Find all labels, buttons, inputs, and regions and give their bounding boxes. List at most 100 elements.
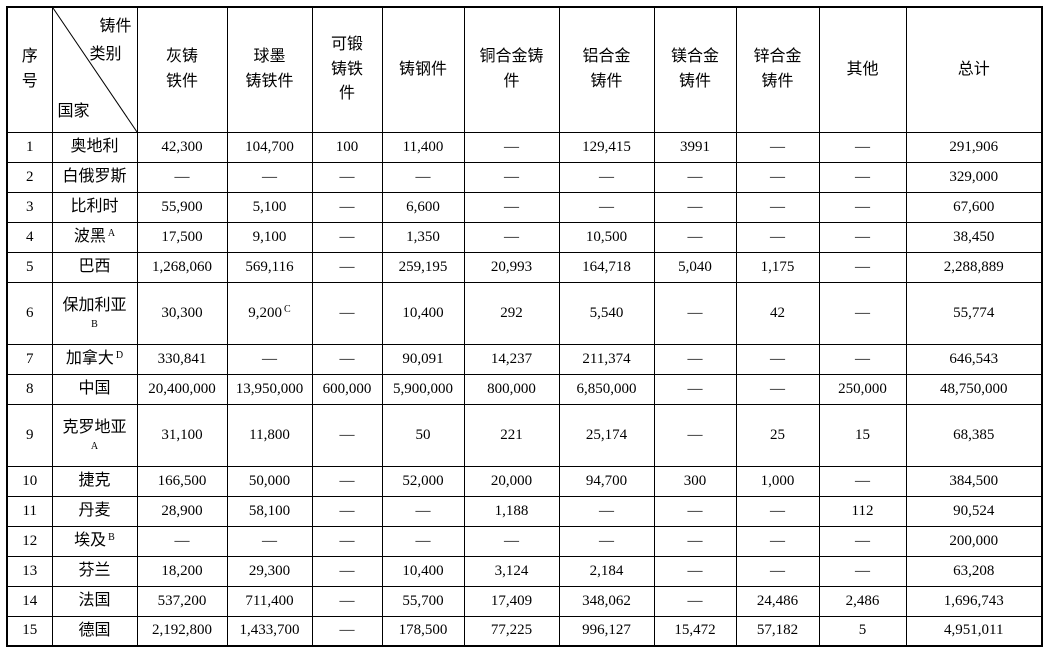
country-cell: 捷克 xyxy=(51,465,138,497)
value-cell: 94,700 xyxy=(558,465,655,497)
value-cell: 50 xyxy=(381,403,465,467)
value-cell: — xyxy=(311,585,383,617)
value-cell: 100 xyxy=(311,131,383,163)
row-number-cell: 12 xyxy=(6,525,53,557)
value-cell: 50,000 xyxy=(226,465,313,497)
value-cell: — xyxy=(463,161,560,193)
value-cell: — xyxy=(226,525,313,557)
value-cell: — xyxy=(735,525,820,557)
total-cell: 646,543 xyxy=(905,343,1043,375)
row-number-cell: 7 xyxy=(6,343,53,375)
table-row: 13 芬兰 18,200 29,300—10,400 3,124 2,184— — —63,2… xyxy=(6,555,1043,587)
country-cell: 比利时 xyxy=(51,191,138,223)
header-total: 总计 xyxy=(905,6,1043,133)
value-cell: — xyxy=(463,525,560,557)
value-cell: — xyxy=(463,221,560,253)
country-footnote-marker: B xyxy=(108,532,115,544)
value-cell: 348,062 xyxy=(558,585,655,617)
country-cell: 克罗地亚 A xyxy=(51,403,138,467)
table-row: 8 中国 20,400,000 13,950,000 600,000 5,900,000 8… xyxy=(6,373,1043,405)
header-other: 其他 xyxy=(818,6,907,133)
total-cell: 90,524 xyxy=(905,495,1043,527)
row-number-cell: 6 xyxy=(6,281,53,345)
country-name: 埃及 xyxy=(74,532,107,550)
value-cell: 58,100 xyxy=(226,495,313,527)
country-footnote-marker: D xyxy=(115,350,124,362)
value-cell: — xyxy=(226,343,313,375)
header-row: 序 号 铸件 类别 国家 灰铸 铁件 球墨 铸铁件 可锻 铸铁 件 铸钢件 铜合… xyxy=(6,6,1043,133)
table-row: 4 波黑 A 17,500 9,100—1,350—10,500— — —38,450 xyxy=(6,221,1043,253)
value-cell: — xyxy=(558,191,655,223)
country-footnote-marker: A xyxy=(107,228,116,240)
row-number-cell: 8 xyxy=(6,373,53,405)
value-cell: — xyxy=(653,495,737,527)
country-name: 奥地利 xyxy=(70,138,119,156)
value-cell: 292 xyxy=(463,281,560,345)
value-cell: — xyxy=(653,403,737,467)
table-row: 12 埃及 B — — — — — — — — —200,000 xyxy=(6,525,1043,557)
value-cell: — xyxy=(735,191,820,223)
country-name: 丹麦 xyxy=(78,502,111,520)
table-row: 2 白俄罗斯 — — — — — — — — —329,000 xyxy=(6,161,1043,193)
country-cell: 埃及 B xyxy=(51,525,138,557)
country-cell: 丹麦 xyxy=(51,495,138,527)
total-cell: 200,000 xyxy=(905,525,1043,557)
value-cell: — xyxy=(653,343,737,375)
table-row: 3 比利时 55,900 5,100—6,600— — — — —67,600 xyxy=(6,191,1043,223)
value-cell: — xyxy=(818,251,907,283)
header-cast-steel: 铸钢件 xyxy=(381,6,465,133)
value-cell: 9,100 xyxy=(226,221,313,253)
country-name: 巴西 xyxy=(78,258,111,276)
value-cell: 31,100 xyxy=(136,403,228,467)
value-cell: 20,400,000 xyxy=(136,373,228,405)
total-cell: 2,288,889 xyxy=(905,251,1043,283)
value-cell: 211,374 xyxy=(558,343,655,375)
value-cell: 537,200 xyxy=(136,585,228,617)
value-cell: 164,718 xyxy=(558,251,655,283)
value-cell: — xyxy=(818,131,907,163)
value-cell: — xyxy=(311,343,383,375)
value-cell: 711,400 xyxy=(226,585,313,617)
country-footnote-marker: A xyxy=(90,441,99,453)
value-cell: — xyxy=(818,281,907,345)
value-cell: — xyxy=(311,281,383,345)
country-name: 芬兰 xyxy=(78,562,111,580)
value-cell: 569,116 xyxy=(226,251,313,283)
value-cell: 221 xyxy=(463,403,560,467)
header-malleable-iron: 可锻 铸铁 件 xyxy=(311,6,383,133)
total-cell: 38,450 xyxy=(905,221,1043,253)
row-number-cell: 11 xyxy=(6,495,53,527)
value-cell: — xyxy=(735,131,820,163)
header-zinc-alloy: 锌合金 铸件 xyxy=(735,6,820,133)
value-cell: — xyxy=(818,161,907,193)
value-cell: — xyxy=(311,161,383,193)
value-cell: — xyxy=(735,221,820,253)
value-cell: — xyxy=(311,465,383,497)
value-cell: 24,486 xyxy=(735,585,820,617)
country-name: 法国 xyxy=(78,592,111,610)
value-footnote-marker: C xyxy=(284,303,291,315)
value-cell: — xyxy=(735,495,820,527)
value-cell: — xyxy=(818,221,907,253)
total-cell: 329,000 xyxy=(905,161,1043,193)
value-cell: — xyxy=(653,221,737,253)
value-cell: 42 xyxy=(735,281,820,345)
table-row: 10 捷克 166,500 50,000—52,000 20,000 94,700 300 1… xyxy=(6,465,1043,497)
country-footnote-marker: B xyxy=(91,319,98,331)
value-cell: — xyxy=(653,373,737,405)
total-cell: 63,208 xyxy=(905,555,1043,587)
country-cell: 芬兰 xyxy=(51,555,138,587)
value-cell: 2,486 xyxy=(818,585,907,617)
header-ductile-iron: 球墨 铸铁件 xyxy=(226,6,313,133)
country-cell: 巴西 xyxy=(51,251,138,283)
value-cell: — xyxy=(818,465,907,497)
row-number-cell: 1 xyxy=(6,131,53,163)
value-cell: — xyxy=(818,525,907,557)
value-cell: 13,950,000 xyxy=(226,373,313,405)
country-name: 加拿大 xyxy=(65,350,114,368)
value-cell: — xyxy=(311,403,383,467)
value-cell: 600,000 xyxy=(311,373,383,405)
value-cell: 15 xyxy=(818,403,907,467)
row-number-cell: 10 xyxy=(6,465,53,497)
value-cell: 30,300 xyxy=(136,281,228,345)
